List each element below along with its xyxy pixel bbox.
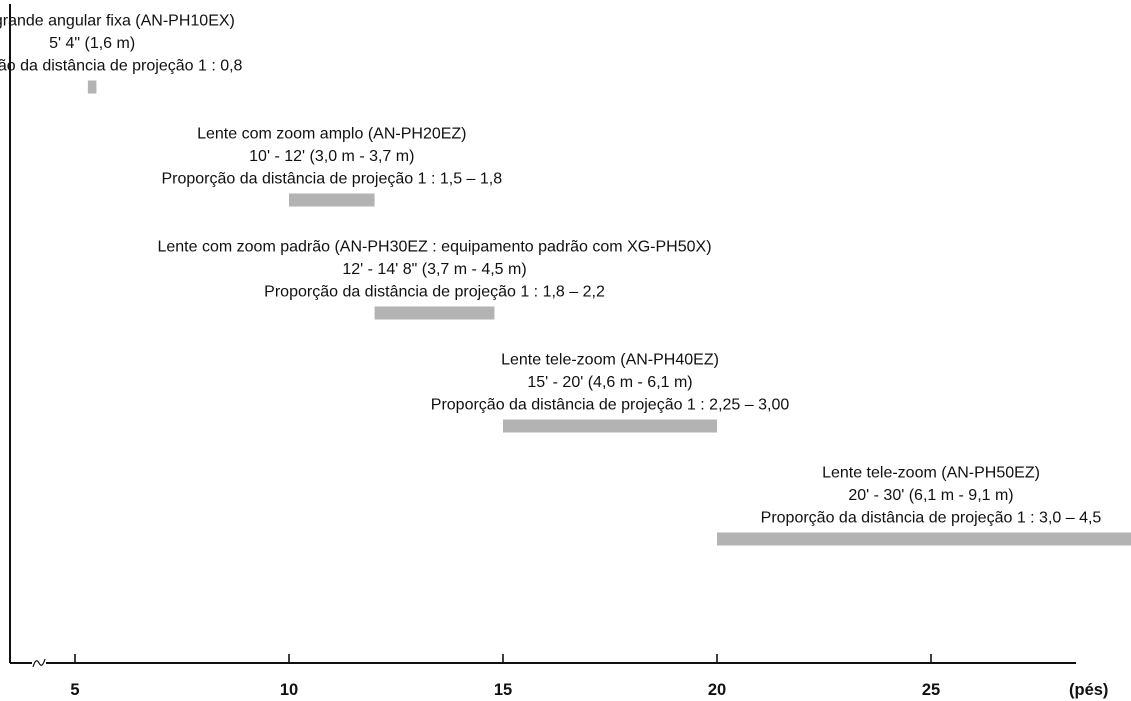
lens-label-group: Lente tele-zoom (AN-PH40EZ) 15' - 20' (4,… — [431, 352, 790, 414]
lens-distance-range: 20' - 30' (6,1 m - 9,1 m) — [848, 487, 1013, 504]
x-axis-unit-label: (pés) — [1069, 681, 1108, 699]
lens-throw-ratio: Proporção da distância de projeção 1 : 1… — [264, 284, 605, 301]
lens-name: Lente tele-zoom (AN-PH40EZ) — [501, 352, 719, 369]
x-tick-label: 5 — [70, 681, 79, 699]
lens-name: Lente com zoom padrão (AN-PH30EZ : equip… — [157, 239, 711, 256]
lens-distance-range: 15' - 20' (4,6 m - 6,1 m) — [527, 374, 692, 391]
lens-label-group: Lente com zoom amplo (AN-PH20EZ) 10' - 12… — [161, 126, 502, 188]
x-tick-label: 20 — [708, 681, 726, 699]
lens-label-group: Lente com zoom padrão (AN-PH30EZ : equip… — [157, 239, 711, 301]
x-axis-ticks: 5101520253035404550 — [70, 654, 940, 699]
lens-range-bar — [289, 193, 375, 207]
lens-range-bar — [717, 532, 1131, 546]
lens-label-group: Lente tele-zoom (AN-PH50EZ) 20' - 30' (6,… — [761, 465, 1102, 527]
lens-throw-ratio: Proporção da distância de projeção 1 : 3… — [761, 510, 1102, 527]
lens-distance-range: 12' - 14' 8" (3,7 m - 4,5 m) — [342, 261, 526, 278]
lens-range-bar — [503, 419, 717, 433]
x-tick-label: 10 — [280, 681, 298, 699]
x-tick-label: 25 — [922, 681, 940, 699]
x-tick-label: 15 — [494, 681, 512, 699]
lens-distance-range: 10' - 12' (3,0 m - 3,7 m) — [249, 148, 414, 165]
lens-throw-ratio: Proporção da distância de projeção 1 : 2… — [431, 397, 790, 414]
lens-throw-ratio: Proporção da distância de projeção 1 : 0… — [0, 58, 243, 75]
lens-name: Lente com zoom amplo (AN-PH20EZ) — [197, 126, 466, 143]
lens-label-group: Lente grande angular fixa (AN-PH10EX) 5' … — [0, 13, 243, 75]
lens-range-bar — [374, 306, 495, 320]
lens-range-bar — [87, 80, 97, 94]
axis-break-marker — [32, 656, 46, 670]
lens-distance-range: 5' 4" (1,6 m) — [49, 35, 135, 52]
lens-bars — [87, 80, 1131, 546]
lens-name: Lente tele-zoom (AN-PH50EZ) — [822, 465, 1040, 482]
lens-throw-ratio: Proporção da distância de projeção 1 : 1… — [161, 171, 502, 188]
lens-name: Lente grande angular fixa (AN-PH10EX) — [0, 13, 235, 30]
lens-labels: Lente grande angular fixa (AN-PH10EX) 5' … — [0, 13, 1102, 527]
